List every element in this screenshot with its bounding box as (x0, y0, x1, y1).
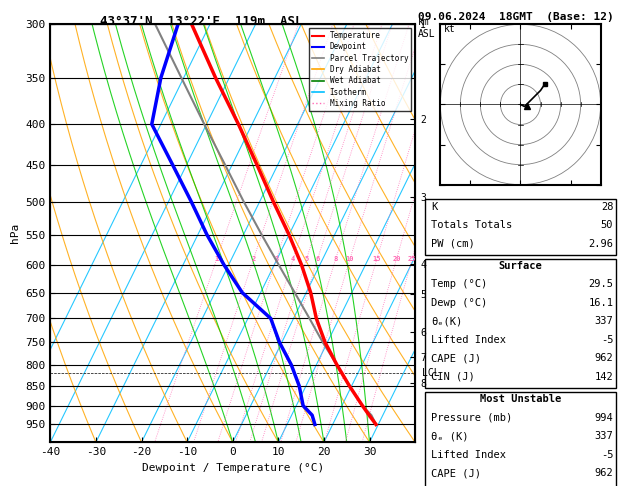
Text: 994: 994 (594, 413, 613, 423)
Text: 10: 10 (346, 256, 354, 262)
Text: 5: 5 (304, 256, 309, 262)
Text: CIN (J): CIN (J) (431, 372, 475, 382)
Text: 43°37'N  13°22'E  119m  ASL: 43°37'N 13°22'E 119m ASL (100, 15, 303, 28)
Text: 25: 25 (408, 256, 416, 262)
Text: 962: 962 (594, 353, 613, 364)
Text: 1: 1 (214, 256, 219, 262)
Text: Lifted Index: Lifted Index (431, 335, 506, 345)
Text: -5: -5 (601, 335, 613, 345)
Text: Pressure (mb): Pressure (mb) (431, 413, 512, 423)
Text: 8: 8 (333, 256, 338, 262)
Text: θₑ (K): θₑ (K) (431, 431, 469, 441)
Text: 962: 962 (594, 468, 613, 478)
Text: Temp (°C): Temp (°C) (431, 279, 487, 290)
Text: 337: 337 (594, 316, 613, 327)
Text: 6: 6 (316, 256, 320, 262)
Text: Lifted Index: Lifted Index (431, 450, 506, 460)
Text: CAPE (J): CAPE (J) (431, 353, 481, 364)
Text: 2.96: 2.96 (588, 239, 613, 249)
Text: Totals Totals: Totals Totals (431, 220, 512, 230)
Text: 337: 337 (594, 431, 613, 441)
Y-axis label: hPa: hPa (9, 223, 19, 243)
Text: -5: -5 (601, 450, 613, 460)
Legend: Temperature, Dewpoint, Parcel Trajectory, Dry Adiabat, Wet Adiabat, Isotherm, Mi: Temperature, Dewpoint, Parcel Trajectory… (309, 28, 411, 111)
Text: LCL: LCL (422, 368, 440, 379)
Text: 28: 28 (601, 202, 613, 212)
Text: K: K (431, 202, 437, 212)
Text: PW (cm): PW (cm) (431, 239, 475, 249)
Text: 15: 15 (372, 256, 381, 262)
Text: 142: 142 (594, 372, 613, 382)
Text: kt: kt (444, 24, 456, 35)
Text: 50: 50 (601, 220, 613, 230)
Text: Dewp (°C): Dewp (°C) (431, 298, 487, 308)
Text: 4: 4 (291, 256, 295, 262)
Text: 29.5: 29.5 (588, 279, 613, 290)
Text: 09.06.2024  18GMT  (Base: 12): 09.06.2024 18GMT (Base: 12) (418, 12, 614, 22)
Text: CAPE (J): CAPE (J) (431, 468, 481, 478)
Text: 20: 20 (392, 256, 401, 262)
Text: Surface: Surface (499, 261, 542, 271)
Text: Most Unstable: Most Unstable (480, 394, 561, 404)
Text: θₑ(K): θₑ(K) (431, 316, 462, 327)
Text: 3: 3 (274, 256, 279, 262)
Text: 16.1: 16.1 (588, 298, 613, 308)
Text: km
ASL: km ASL (418, 17, 436, 38)
X-axis label: Dewpoint / Temperature (°C): Dewpoint / Temperature (°C) (142, 463, 324, 473)
Text: 2: 2 (252, 256, 255, 262)
